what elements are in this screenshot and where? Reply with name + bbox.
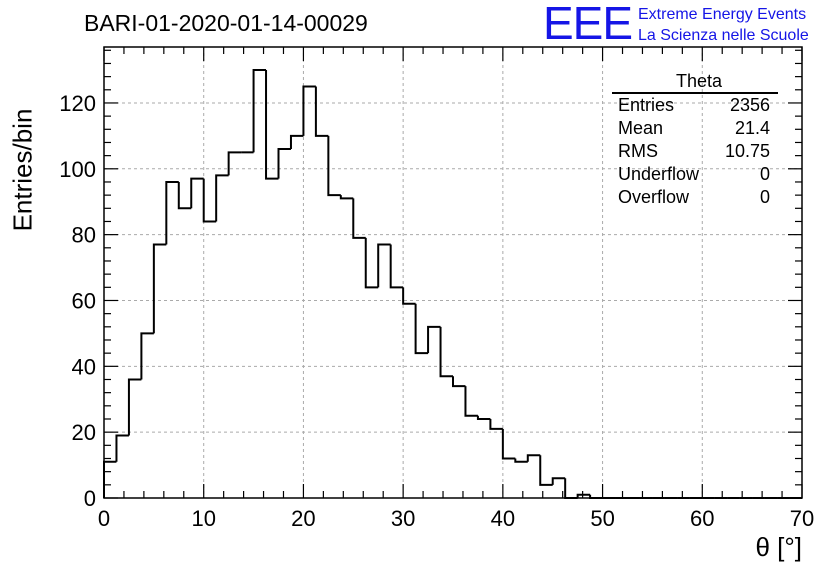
y-tick-label: 40 (72, 354, 96, 379)
histogram-bin (514, 458, 528, 463)
logo-line-1: Extreme Energy Events (638, 6, 807, 23)
histogram-bin (327, 135, 341, 197)
logo-line-2: La Scienza nelle Scuole (638, 27, 809, 44)
histogram-bin (177, 181, 192, 210)
histogram-bin (377, 243, 391, 288)
histogram-bin (551, 477, 566, 485)
histogram-bin (414, 303, 429, 355)
stats-value: 2356 (729, 95, 770, 115)
histogram-bin (314, 86, 329, 137)
stats-title: Theta (612, 70, 778, 94)
x-tick-label: 20 (291, 506, 315, 531)
histogram-bin (252, 69, 267, 153)
y-tick-label: 80 (72, 223, 96, 248)
x-axis-label: θ [°] (755, 532, 802, 562)
histogram-bin (564, 478, 578, 499)
histogram-bin (339, 195, 354, 200)
histogram-bin (302, 85, 316, 136)
histogram-bin (489, 418, 503, 430)
chart-title: BARI-01-2020-01-14-00029 (84, 10, 368, 36)
stats-label: Overflow (618, 187, 690, 207)
histogram-bin (277, 148, 291, 179)
x-tick-label: 10 (191, 506, 215, 531)
stats-label: Mean (618, 118, 664, 138)
x-tick-label: 40 (491, 506, 515, 531)
stats-row-mean: Mean 21.4 (612, 117, 778, 140)
histogram-bin (539, 455, 553, 486)
stats-value: 10.75 (724, 141, 770, 161)
histogram-bin (152, 243, 167, 334)
histogram-bin (103, 460, 117, 498)
histogram-bin (427, 325, 441, 354)
stats-box: Theta Entries 2356 Mean 21.4 RMS 10.75 U… (612, 70, 778, 209)
stats-value: 0 (759, 164, 770, 184)
stats-label: Underflow (618, 164, 700, 184)
y-axis-label-wrap: Entries/bin (6, 108, 40, 232)
histogram-bin (364, 237, 379, 289)
stats-row-entries: Entries 2356 (612, 94, 778, 117)
histogram-bin (389, 244, 404, 289)
y-tick-label: 100 (59, 157, 96, 182)
histogram-bin (476, 415, 491, 420)
histogram-bin (501, 428, 516, 460)
histogram-bin (140, 332, 154, 380)
histogram-bin (464, 386, 478, 417)
stats-label: Entries (618, 95, 675, 115)
plot-frame (103, 46, 803, 499)
histogram-bin (190, 177, 204, 209)
histogram-bin (526, 454, 541, 462)
histogram-bin (215, 174, 229, 222)
histogram-bin (202, 178, 217, 223)
histogram-bin (127, 378, 142, 436)
x-tick-label: 70 (790, 506, 814, 531)
stats-row-overflow: Overflow 0 (612, 186, 778, 209)
eee-logo: EEE (543, 0, 633, 49)
x-tick-label: 30 (391, 506, 415, 531)
y-axis-label: Entries/bin (7, 108, 38, 232)
stats-value: 0 (759, 187, 770, 207)
stats-row-underflow: Underflow 0 (612, 163, 778, 186)
histogram-bin (265, 70, 279, 180)
histogram-bin (402, 287, 416, 305)
histogram-bin (576, 493, 591, 498)
y-tick-label: 120 (59, 91, 96, 116)
histogram-bin (352, 198, 366, 239)
x-tick-label: 0 (98, 506, 110, 531)
histogram-bin (452, 376, 466, 388)
x-tick-label: 50 (590, 506, 614, 531)
logo-caption: Extreme Energy Events La Scienza nelle S… (638, 4, 809, 46)
stats-value: 21.4 (734, 118, 770, 138)
histogram-bin (165, 180, 179, 245)
histogram-bin (227, 151, 242, 176)
y-tick-label: 60 (72, 288, 96, 313)
histogram-bin (289, 134, 304, 150)
y-tick-label: 0 (84, 486, 96, 511)
y-tick-label: 20 (72, 420, 96, 445)
histogram-bin (439, 326, 453, 378)
histogram-bin (115, 434, 129, 462)
x-tick-label: 60 (690, 506, 714, 531)
stats-label: RMS (618, 141, 658, 161)
stats-row-rms: RMS 10.75 (612, 140, 778, 163)
